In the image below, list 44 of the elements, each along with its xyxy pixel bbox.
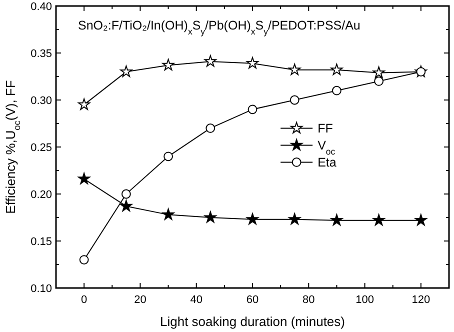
point (372, 214, 385, 226)
point (248, 104, 258, 114)
y-tick-label: 0.20 (30, 189, 52, 201)
x-tick-label: 60 (246, 294, 259, 306)
point (164, 152, 173, 162)
point (332, 86, 342, 96)
x-tick-label: 120 (412, 294, 430, 306)
y-tick-label: 0.15 (30, 236, 52, 248)
point (330, 214, 343, 226)
x-axis-title: Light soaking duration (minutes) (160, 314, 345, 329)
point (372, 66, 385, 78)
point (162, 208, 174, 220)
y-tick-label: 0.35 (30, 48, 52, 60)
point (79, 255, 89, 264)
x-tick-label: 80 (302, 294, 315, 306)
y-tick-label: 0.30 (30, 95, 52, 107)
x-tick-label: 100 (356, 294, 374, 306)
point (78, 172, 90, 184)
point (374, 76, 384, 86)
point (288, 213, 301, 225)
chart-title: SnO₂:F/TiO₂/In(OH)$_{x}$S$_{y}$/Pb(OH)$_{x}$S$_{y}$/PEDOT:PSS/Au (78, 18, 360, 36)
point (162, 58, 174, 70)
point (246, 57, 259, 69)
point (204, 211, 216, 223)
point (204, 55, 216, 67)
y-tick-label: 0.25 (30, 142, 52, 154)
point (120, 65, 132, 78)
legend-label: Eta (318, 156, 336, 170)
point (120, 200, 132, 212)
x-tick-label: 40 (190, 294, 202, 306)
point (246, 213, 259, 225)
point (121, 189, 131, 199)
point (330, 64, 343, 76)
y-tick-label: 0.10 (30, 283, 52, 295)
point (206, 124, 216, 133)
x-tick-label: 0 (81, 294, 88, 306)
legend-label: FF (318, 122, 334, 136)
x-tick-label: 20 (134, 294, 146, 306)
point (414, 214, 427, 226)
y-tick-label: 0.40 (30, 1, 52, 13)
point (290, 95, 300, 105)
point (288, 64, 301, 76)
legend-label: V$_{oc}$ (318, 138, 336, 157)
point (78, 98, 90, 110)
